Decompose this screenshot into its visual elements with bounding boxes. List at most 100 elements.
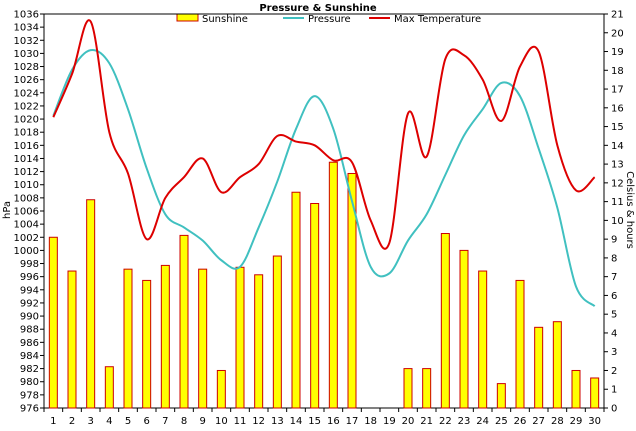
sunshine-bar <box>67 270 77 409</box>
left-tick-label: 1028 <box>14 62 39 73</box>
left-axis-title: hPa <box>2 201 13 219</box>
right-tick-label: 17 <box>611 85 624 96</box>
sunshine-bar <box>422 368 432 409</box>
sunshine-bar <box>496 383 506 409</box>
left-tick-label: 1016 <box>14 141 39 152</box>
x-tick-label: 10 <box>215 416 228 427</box>
x-axis-ticks: 1 2 3 4 5 6 7 8 9 10 11 12 13 14 15 16 17 18 19 20 21 22 23 24 2… <box>43 408 605 427</box>
x-tick-label: 13 <box>271 416 284 427</box>
x-tick-label: 22 <box>439 416 452 427</box>
left-tick-label: 1032 <box>14 36 39 47</box>
left-tick-label: 1004 <box>14 220 39 231</box>
sunshine-bar <box>254 274 264 409</box>
left-tick-label: 992 <box>20 298 39 309</box>
sunshine-bar <box>347 172 357 409</box>
left-tick-label: 1030 <box>14 49 39 60</box>
sunshine-bar <box>590 377 600 409</box>
sunshine-bar <box>571 369 581 409</box>
sunshine-bar <box>272 255 282 409</box>
sunshine-bars <box>48 161 600 409</box>
right-tick-label: 19 <box>611 47 624 58</box>
x-tick-label: 12 <box>252 416 265 427</box>
left-tick-label: 990 <box>20 312 39 323</box>
left-tick-label: 1034 <box>14 23 39 34</box>
left-tick-label: 1012 <box>14 167 39 178</box>
x-tick-label: 26 <box>514 416 527 427</box>
left-tick-label: 994 <box>20 285 39 296</box>
left-tick-label: 1022 <box>14 101 39 112</box>
sunshine-bar <box>310 202 320 409</box>
left-tick-label: 1036 <box>14 10 39 21</box>
legend: Sunshine Pressure Max Temperature <box>176 13 481 25</box>
x-tick-label: 27 <box>532 416 545 427</box>
sunshine-bar <box>179 234 189 409</box>
right-tick-label: 11 <box>611 197 624 208</box>
left-tick-label: 1010 <box>14 180 39 191</box>
sunshine-bar <box>198 268 208 409</box>
x-tick-label: 9 <box>199 416 205 427</box>
legend-swatch-sunshine <box>176 13 199 22</box>
x-tick-label: 3 <box>87 416 93 427</box>
right-tick-label: 8 <box>611 253 617 264</box>
x-tick-label: 30 <box>588 416 601 427</box>
right-tick-label: 18 <box>611 66 624 77</box>
left-tick-label: 1002 <box>14 233 39 244</box>
line-series <box>52 19 596 308</box>
right-tick-label: 7 <box>611 272 617 283</box>
right-tick-label: 12 <box>611 178 624 189</box>
x-tick-label: 14 <box>290 416 303 427</box>
left-tick-label: 996 <box>20 272 39 283</box>
chart-title: Pressure & Sunshine <box>259 3 377 14</box>
right-tick-label: 0 <box>611 404 617 415</box>
x-tick-label: 28 <box>551 416 564 427</box>
right-tick-label: 4 <box>611 328 617 339</box>
x-tick-label: 25 <box>495 416 508 427</box>
left-tick-label: 1000 <box>14 246 39 257</box>
x-tick-label: 8 <box>181 416 187 427</box>
sunshine-bar <box>403 368 413 409</box>
left-tick-label: 1026 <box>14 75 39 86</box>
x-tick-label: 20 <box>402 416 415 427</box>
left-tick-label: 1014 <box>14 154 39 165</box>
sunshine-bar <box>48 236 58 409</box>
left-tick-label: 998 <box>20 259 39 270</box>
sunshine-bar <box>552 321 562 409</box>
legend-label: Sunshine <box>202 14 248 25</box>
sunshine-bar <box>123 268 133 409</box>
right-tick-label: 21 <box>611 10 624 21</box>
right-tick-label: 20 <box>611 28 624 39</box>
x-tick-label: 16 <box>327 416 340 427</box>
right-tick-label: 9 <box>611 235 617 246</box>
left-tick-label: 976 <box>20 404 39 415</box>
x-tick-label: 15 <box>308 416 321 427</box>
sunshine-bar <box>440 233 450 409</box>
left-tick-label: 982 <box>20 364 39 375</box>
x-tick-label: 2 <box>69 416 75 427</box>
left-axis-ticks: 976 978 980 982 984 986 988 990 992 994 996 998 1000… <box>14 10 44 415</box>
x-tick-label: 6 <box>143 416 149 427</box>
sunshine-bar <box>328 161 338 409</box>
x-tick-label: 5 <box>125 416 131 427</box>
sunshine-bar <box>104 366 114 409</box>
x-tick-label: 19 <box>383 416 396 427</box>
pressure-line <box>52 48 596 308</box>
sunshine-bar <box>478 270 488 409</box>
sunshine-bar <box>216 369 226 409</box>
right-tick-label: 5 <box>611 310 617 321</box>
legend-label: Max Temperature <box>394 14 481 25</box>
x-tick-label: 17 <box>346 416 359 427</box>
right-tick-label: 10 <box>611 216 624 227</box>
left-tick-label: 1018 <box>14 128 39 139</box>
right-axis-title: Celsius & hours <box>624 171 635 249</box>
right-tick-label: 1 <box>611 385 617 396</box>
legend-label: Pressure <box>308 14 351 25</box>
right-tick-label: 13 <box>611 160 624 171</box>
right-tick-label: 14 <box>611 141 624 152</box>
sunshine-bar <box>459 249 469 409</box>
sunshine-bar <box>291 191 301 409</box>
sunshine-bar <box>534 326 544 409</box>
left-tick-label: 1006 <box>14 207 39 218</box>
